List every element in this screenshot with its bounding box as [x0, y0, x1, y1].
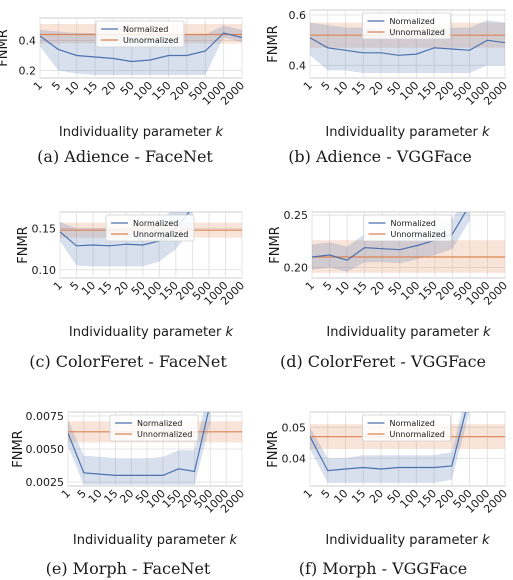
x-tick-label: 5	[49, 79, 63, 93]
x-axis-title: Individuality parameter k	[325, 125, 490, 140]
legend: Normalized Unnormalized	[362, 12, 451, 40]
legend-label: Normalized	[390, 17, 435, 26]
y-tick-label: 0.25	[284, 209, 309, 222]
subfigure-caption: (b) Adience - VGGFace	[288, 147, 472, 166]
x-tick-label: 5	[319, 487, 333, 501]
y-axis-title: FNMR	[0, 29, 11, 66]
x-tick-label: 10	[333, 279, 352, 298]
legend-label: Unnormalized	[133, 230, 188, 239]
legend-label: Unnormalized	[391, 230, 446, 239]
y-tick-label: 0.4	[289, 59, 307, 72]
y-axis-title: FNMR	[266, 25, 281, 62]
x-tick-label: 5	[68, 279, 82, 293]
series-band-normalized	[68, 412, 211, 485]
subfigure-caption: (f) Morph - VGGFace	[299, 559, 467, 578]
x-tick-label: 1	[51, 279, 65, 293]
subfigure-caption: (d) ColorFeret - VGGFace	[280, 352, 486, 371]
x-axis-title: Individuality parameter k	[73, 533, 238, 548]
series-band-normalized	[40, 25, 242, 75]
legend-label: Normalized	[137, 419, 182, 428]
y-tick-label: 0.0050	[26, 443, 65, 456]
legend: Normalized Unnormalized	[105, 214, 195, 242]
y-tick-label: 0.05	[282, 421, 307, 434]
x-tick-label: 1	[303, 279, 317, 293]
y-tick-label: 0.2	[19, 65, 37, 78]
x-tick-label: 10	[331, 79, 350, 98]
legend-label: Unnormalized	[123, 36, 178, 45]
chart-panel-1: 0.40.61 51015205010015020050010002000FNMR…	[266, 9, 510, 166]
x-tick-label: 10	[63, 79, 82, 98]
y-tick-label: 0.6	[289, 9, 307, 22]
x-tick-label: 1	[301, 79, 315, 93]
x-axis-title: Individuality parameter k	[69, 325, 234, 340]
y-axis-title: FNMR	[268, 226, 283, 263]
subfigure-caption: (a) Adience - FaceNet	[37, 147, 213, 166]
legend-label: Unnormalized	[390, 430, 445, 439]
legend: Normalized Unnormalized	[363, 214, 452, 242]
y-tick-label: 0.4	[19, 35, 37, 48]
series-line-normalized	[68, 412, 209, 476]
x-tick-label: 20	[367, 79, 386, 98]
y-tick-label: 0.04	[282, 452, 307, 465]
y-tick-label: 0.0075	[26, 410, 65, 423]
chart-panel-5: 0.040.051 51015205010015020050010002000FN…	[266, 411, 510, 578]
series-line-normalized	[310, 37, 505, 56]
legend-label: Normalized	[391, 219, 436, 228]
series-band-normalized	[310, 20, 505, 74]
x-tick-label: 15	[351, 279, 370, 298]
legend-label: Normalized	[133, 219, 178, 228]
series-line-normalized	[310, 412, 467, 472]
x-tick-label: 15	[349, 487, 368, 506]
x-tick-label: 10	[331, 487, 350, 506]
legend: Normalized Unnormalized	[109, 414, 199, 442]
x-tick-label: 15	[349, 79, 368, 98]
x-tick-label: 20	[99, 79, 118, 98]
x-tick-label: 20	[367, 487, 386, 506]
series-line-normalized	[40, 32, 242, 63]
x-tick-label: 5	[319, 79, 333, 93]
y-tick-label: 0.20	[284, 262, 309, 275]
subfigure-caption: (e) Morph - FaceNet	[46, 559, 211, 578]
chart-panel-3: 0.200.251 51015205010015020050010002000FN…	[268, 209, 510, 371]
y-axis-title: FNMR	[11, 430, 26, 467]
series-band-normalized	[310, 412, 470, 483]
y-tick-label: 0.15	[32, 223, 57, 236]
y-axis-title: FNMR	[266, 430, 281, 467]
subfigure-caption: (c) ColorFeret - FaceNet	[29, 352, 227, 371]
y-tick-label: 0.0025	[26, 476, 65, 489]
x-tick-label: 5	[321, 279, 335, 293]
x-tick-label: 15	[81, 79, 100, 98]
legend-label: Normalized	[123, 25, 168, 34]
legend-label: Normalized	[390, 419, 435, 428]
y-axis-title: FNMR	[16, 226, 31, 263]
x-axis-title: Individuality parameter k	[59, 125, 224, 140]
x-axis-title: Individuality parameter k	[325, 533, 490, 548]
legend-label: Unnormalized	[390, 28, 445, 37]
y-tick-label: 0.10	[32, 264, 57, 277]
legend: Normalized Unnormalized	[362, 414, 451, 442]
chart-panel-0: 0.20.41 5 10 15 20 5010015020050010002000FNMR…	[0, 17, 247, 166]
x-tick-label: 1	[31, 79, 45, 93]
x-tick-label: 1	[301, 487, 315, 501]
legend-label: Unnormalized	[137, 430, 192, 439]
chart-panel-2: 0.100.151 51015205010015020050010002000FN…	[16, 211, 247, 371]
x-tick-label: 1	[59, 487, 73, 501]
x-axis-title: Individuality parameter k	[326, 325, 491, 340]
x-tick-label: 20	[368, 279, 387, 298]
legend: Normalized Unnormalized	[95, 20, 185, 48]
